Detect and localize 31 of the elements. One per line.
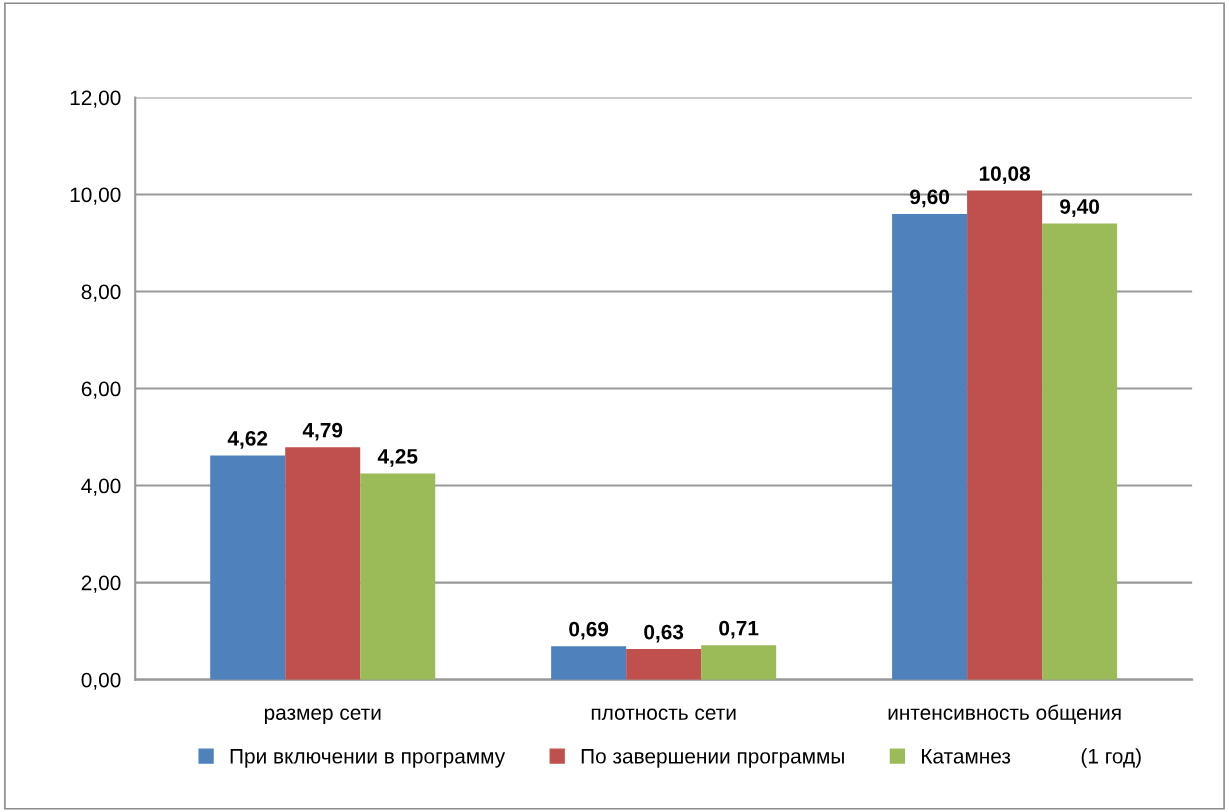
bar [360,473,436,680]
bar [551,646,627,680]
data-label: 9,40 [1060,199,1100,217]
data-label: 0,69 [569,621,609,640]
data-label: 4,79 [302,422,343,441]
y-tick-label: 0,00 [81,672,121,690]
data-label: 4,62 [227,431,268,449]
bar [626,649,702,680]
y-tick-label: 6,00 [81,381,121,399]
bar [967,190,1043,680]
x-tick-label: плотность сети [591,708,736,720]
x-tick-label: интенсивность общения [888,704,1121,724]
legend-label: Катамнез (1 год) [922,748,1141,768]
y-tick-label: 2,00 [81,575,121,593]
legend-label: По завершении программы [581,749,844,768]
bar [1042,223,1118,680]
y-tick-label: 4,00 [81,478,121,496]
data-label: 10,08 [979,166,1031,184]
y-tick-label: 10,00 [70,187,121,205]
data-label: 4,25 [377,449,418,467]
y-tick-label: 8,00 [81,284,121,302]
x-tick-label: размер сети [264,708,381,725]
bar [210,455,286,680]
bar [892,213,968,680]
data-label: 9,60 [910,189,950,208]
legend-label: При включении в программу [230,749,506,768]
y-tick-label: 12,00 [70,90,121,108]
data-label: 0,63 [644,624,684,643]
bar [285,447,361,680]
bar [701,645,777,680]
data-label: 0,71 [719,620,759,639]
